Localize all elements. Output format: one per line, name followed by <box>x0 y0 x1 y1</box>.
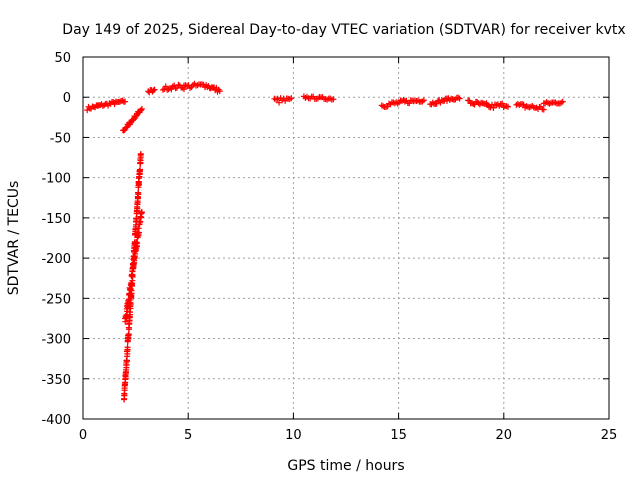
y-tick-label: -300 <box>41 333 71 348</box>
data-point <box>419 98 426 105</box>
grid-lines <box>83 57 609 419</box>
y-axis-label: SDTVAR / TECUs <box>6 181 22 296</box>
y-tick-label: -150 <box>41 212 71 227</box>
data-point <box>135 191 142 198</box>
data-point <box>162 83 169 90</box>
data-point <box>276 99 283 106</box>
data-point <box>433 100 440 107</box>
data-point <box>137 166 144 173</box>
y-tick-label: -200 <box>41 252 71 267</box>
data-point <box>482 101 489 108</box>
x-tick-label: 5 <box>184 428 192 443</box>
data-point <box>138 107 145 114</box>
chart-title: Day 149 of 2025, Sidereal Day-to-day VTE… <box>62 22 625 38</box>
data-point <box>456 95 463 102</box>
data-point <box>420 97 427 104</box>
data-point <box>111 99 118 106</box>
data-point <box>128 279 135 286</box>
x-tick-label: 25 <box>601 428 618 443</box>
x-tick-label: 20 <box>496 428 513 443</box>
x-tick-label: 15 <box>390 428 407 443</box>
data-point <box>123 311 130 318</box>
data-point <box>413 98 420 105</box>
data-point <box>137 150 144 157</box>
y-tick-label: -100 <box>41 172 71 187</box>
data-point <box>288 95 295 102</box>
data-point <box>274 95 281 102</box>
data-point <box>330 96 337 103</box>
data-point <box>124 308 131 315</box>
data-point <box>415 97 422 104</box>
plot-frame <box>82 56 610 420</box>
x-tick-label: 10 <box>285 428 302 443</box>
data-point <box>490 104 497 111</box>
data-point <box>216 88 223 95</box>
y-tick-label: -50 <box>50 131 71 146</box>
data-point <box>175 81 182 88</box>
data-point <box>552 99 559 106</box>
data-point <box>150 87 157 94</box>
axis-ticks: 0 5 10 15 20 25 50 0 -50 -100 -150 -200 -250 -300 -350… <box>41 51 617 443</box>
data-point <box>505 103 512 110</box>
data-point <box>122 98 129 105</box>
data-point <box>138 209 145 216</box>
data-point <box>168 86 175 93</box>
data-point <box>138 105 145 112</box>
data-point <box>558 99 565 106</box>
data-point <box>180 86 187 93</box>
data-point <box>559 98 566 105</box>
y-tick-label: -400 <box>41 413 71 428</box>
data-point <box>133 216 140 223</box>
data-point <box>125 326 132 333</box>
x-tick-label: 0 <box>79 428 87 443</box>
data-point <box>136 229 143 236</box>
y-tick-label: 50 <box>54 51 71 66</box>
y-tick-label: 0 <box>63 91 71 106</box>
y-tick-label: -250 <box>41 292 71 307</box>
x-axis-label: GPS time / hours <box>287 458 404 474</box>
data-point <box>540 106 547 113</box>
data-point <box>151 86 158 93</box>
y-tick-label: -350 <box>41 373 71 388</box>
data-point <box>119 97 126 104</box>
data-point <box>136 181 143 188</box>
data-point <box>134 240 141 247</box>
data-point <box>124 346 131 353</box>
data-points <box>84 80 566 403</box>
